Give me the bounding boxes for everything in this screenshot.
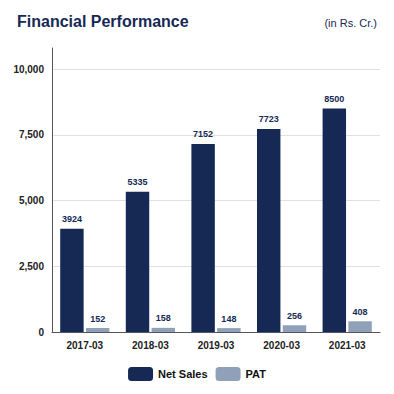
svg-text:7,500: 7,500 [19, 129, 44, 140]
svg-text:Financial Performance: Financial Performance [17, 13, 189, 30]
svg-text:2021-03: 2021-03 [329, 340, 366, 351]
svg-text:152: 152 [90, 314, 105, 324]
svg-text:10,000: 10,000 [13, 64, 44, 75]
svg-text:158: 158 [156, 313, 171, 323]
svg-text:256: 256 [287, 311, 302, 321]
svg-text:(in Rs. Cr.): (in Rs. Cr.) [324, 17, 377, 29]
svg-text:148: 148 [221, 314, 236, 324]
svg-text:2017-03: 2017-03 [66, 340, 103, 351]
svg-text:2019-03: 2019-03 [198, 340, 235, 351]
svg-text:5,000: 5,000 [19, 195, 44, 206]
svg-text:3924: 3924 [62, 214, 82, 224]
svg-text:PAT: PAT [246, 368, 267, 380]
svg-text:2018-03: 2018-03 [132, 340, 169, 351]
svg-text:5335: 5335 [127, 177, 147, 187]
svg-text:0: 0 [38, 327, 44, 338]
svg-text:2,500: 2,500 [19, 261, 44, 272]
svg-text:8500: 8500 [324, 94, 344, 104]
svg-text:408: 408 [353, 307, 368, 317]
svg-text:2020-03: 2020-03 [263, 340, 300, 351]
svg-text:7723: 7723 [259, 114, 279, 124]
svg-text:7152: 7152 [193, 129, 213, 139]
svg-text:Net Sales: Net Sales [158, 368, 208, 380]
